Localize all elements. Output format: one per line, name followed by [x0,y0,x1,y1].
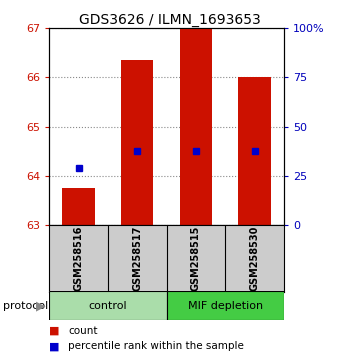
Bar [180,28,212,225]
Bar [167,291,284,320]
Text: ▶: ▶ [36,299,46,312]
Text: GSM258515: GSM258515 [191,226,201,291]
Bar [238,78,271,225]
Text: percentile rank within the sample: percentile rank within the sample [68,341,244,351]
Text: count: count [68,326,98,336]
Bar [63,188,95,225]
Text: GDS3626 / ILMN_1693653: GDS3626 / ILMN_1693653 [79,13,261,27]
Text: MIF depletion: MIF depletion [188,301,263,311]
Bar [121,60,153,225]
Text: ■: ■ [49,341,60,351]
Bar [49,291,167,320]
Text: GSM258530: GSM258530 [250,226,259,291]
Text: ■: ■ [49,326,60,336]
Text: control: control [89,301,127,311]
Text: GSM258517: GSM258517 [132,226,142,291]
Text: GSM258516: GSM258516 [74,226,84,291]
Text: protocol: protocol [3,301,49,311]
